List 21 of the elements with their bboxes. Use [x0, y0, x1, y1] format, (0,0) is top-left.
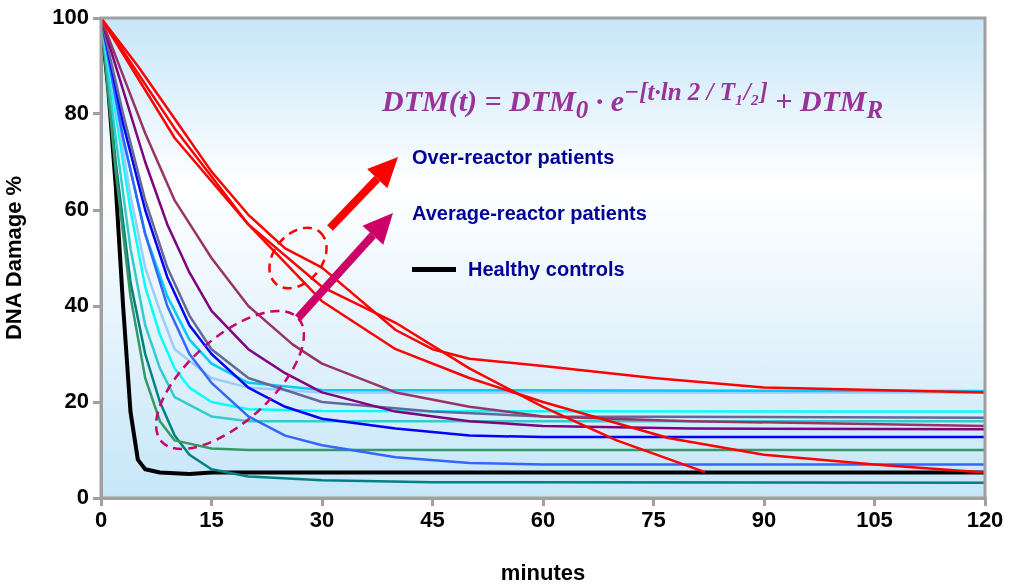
x-tick-label: 90 — [751, 507, 777, 533]
annotation: Over-reactor patients — [412, 146, 615, 169]
x-tick-label: 15 — [199, 507, 224, 533]
x-tick-label: 0 — [94, 507, 108, 533]
x-tick-label: 105 — [856, 507, 893, 533]
x-tick-label: 75 — [641, 507, 666, 533]
x-tick-label: 30 — [309, 507, 335, 533]
y-tick-label: 100 — [52, 4, 89, 30]
y-tick-label: 60 — [64, 196, 89, 222]
annotation: Average-reactor patients — [412, 202, 647, 225]
x-tick-label: 60 — [530, 507, 556, 533]
annotation: DTM(t) = DTM$_{0}$ · e$^{−[t·ln 2 / T₁/₂]}$ + DTM$_{R}$ — [382, 78, 884, 124]
y-tick-label: 0 — [76, 484, 89, 510]
y-tick-label: 80 — [64, 100, 89, 126]
x-tick-label: 45 — [420, 507, 445, 533]
x-axis-title: minutes — [500, 559, 586, 585]
y-tick-label: 40 — [64, 292, 89, 318]
y-axis-title: DNA Damage % — [1, 175, 27, 341]
legend-label: Healthy controls — [468, 258, 625, 281]
x-tick-label: 120 — [966, 507, 1004, 533]
y-tick-label: 20 — [64, 388, 89, 414]
